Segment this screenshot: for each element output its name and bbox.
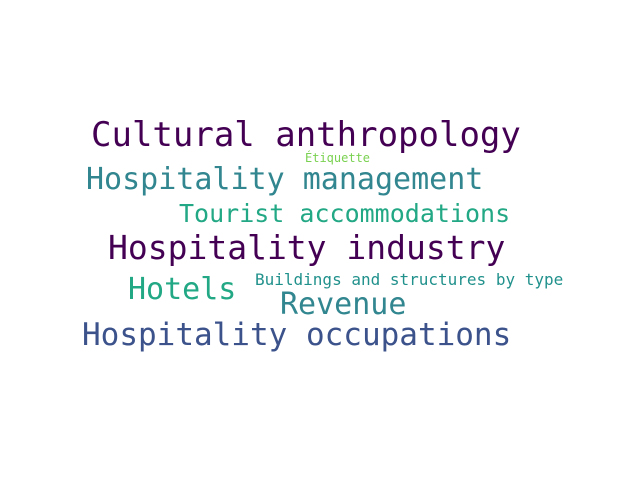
word-etiquette: Étiquette bbox=[305, 151, 371, 165]
word-hospitality-occupations: Hospitality occupations bbox=[82, 317, 512, 353]
word-hospitality-industry: Hospitality industry bbox=[108, 228, 506, 267]
word-buildings-and-structures-by-type: Buildings and structures by type bbox=[255, 270, 564, 289]
word-tourist-accommodations: Tourist accommodations bbox=[179, 199, 511, 228]
word-cultural-anthropology: Cultural anthropology bbox=[91, 115, 521, 155]
word-hospitality-management: Hospitality management bbox=[86, 162, 484, 197]
word-revenue: Revenue bbox=[280, 287, 407, 322]
word-hotels: Hotels bbox=[128, 272, 237, 307]
